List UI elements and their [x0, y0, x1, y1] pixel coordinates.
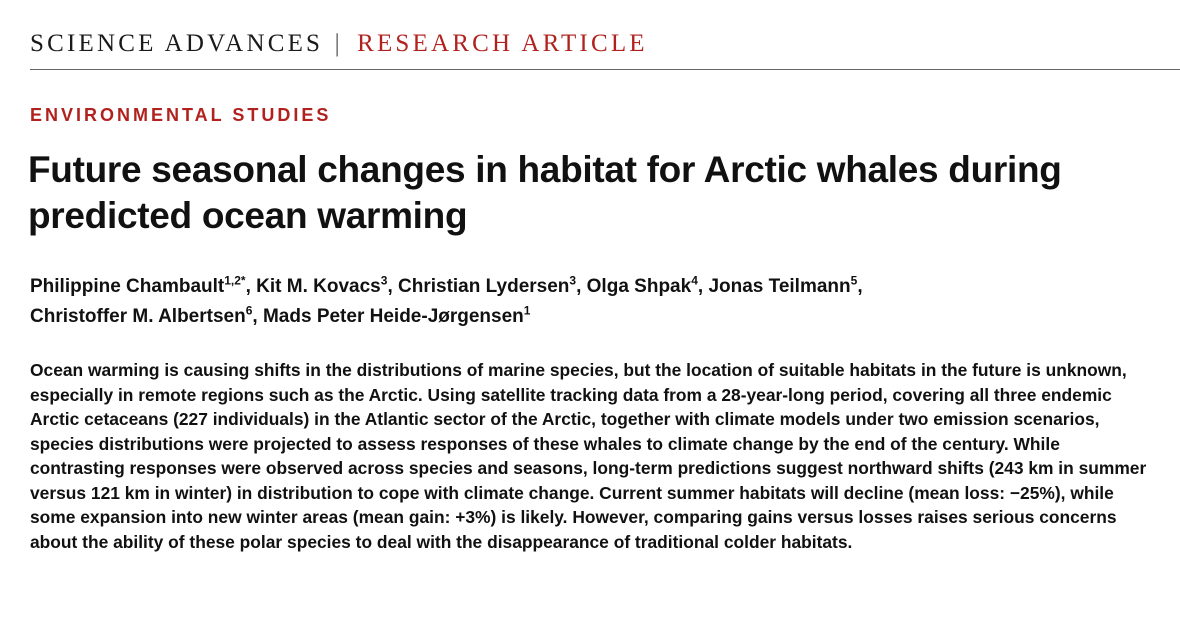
- author-affiliation: 6: [245, 303, 253, 318]
- author: Mads Peter Heide-Jørgensen1: [262, 303, 531, 327]
- masthead-separator: |: [334, 30, 340, 57]
- article-type: RESEARCH ARTICLE: [357, 30, 648, 57]
- journal-name: SCIENCE ADVANCES: [30, 30, 324, 57]
- abstract: Ocean warming is causing shifts in the d…: [30, 360, 1147, 552]
- author: Olga Shpak4,: [586, 273, 709, 297]
- author: Christoffer M. Albertsen6,: [30, 303, 263, 327]
- author: Kit M. Kovacs3,: [256, 273, 398, 297]
- author: Christian Lydersen3,: [398, 273, 587, 297]
- article-title: Future seasonal changes in habitat for A…: [28, 149, 1062, 236]
- author-list: Philippine Chambault1,2*, Kit M. Kovacs3…: [30, 272, 1150, 332]
- author: Jonas Teilmann5,: [708, 273, 863, 297]
- author: Philippine Chambault1,2*,: [30, 273, 257, 297]
- header-rule: [30, 69, 1180, 70]
- author-affiliation: 4: [691, 273, 698, 288]
- author-affiliation: 1,2*: [224, 273, 246, 288]
- author-affiliation: 5: [850, 273, 858, 288]
- author-affiliation: 1: [523, 303, 531, 318]
- journal-masthead: SCIENCE ADVANCES | RESEARCH ARTICLE: [30, 30, 648, 58]
- author-affiliation: 3: [569, 273, 577, 288]
- section-label: ENVIRONMENTAL STUDIES: [30, 105, 332, 125]
- author-affiliation: 3: [380, 273, 388, 288]
